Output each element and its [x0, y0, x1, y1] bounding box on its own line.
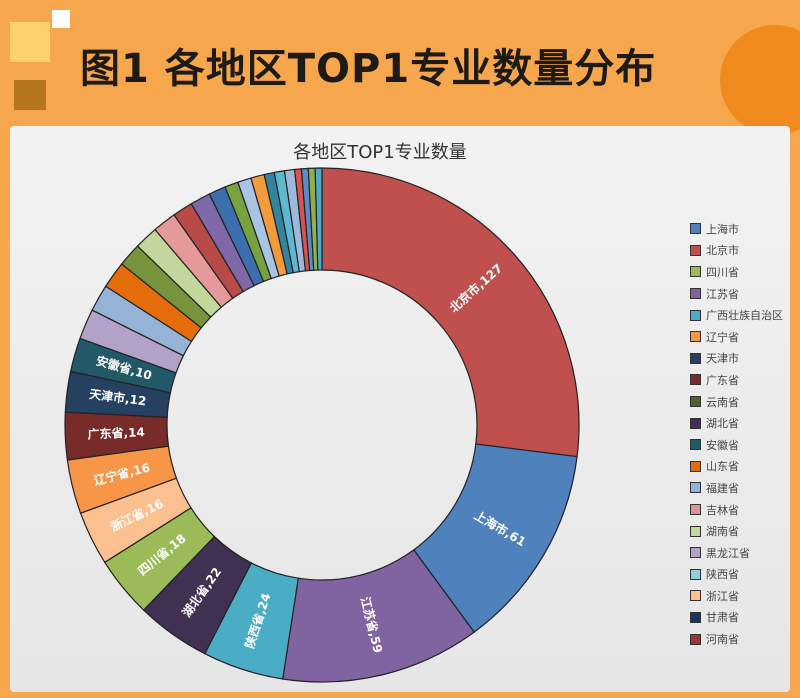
legend-swatch [690, 439, 701, 451]
legend-label: 江苏省 [706, 287, 739, 301]
legend-swatch [690, 309, 701, 321]
legend-item: 辽宁省 [690, 326, 783, 348]
legend-swatch [690, 525, 701, 537]
legend-item: 黑龙江省 [690, 542, 783, 564]
legend-swatch [690, 568, 701, 580]
data-label: 天津市,12 [89, 386, 148, 408]
legend-label: 陕西省 [706, 568, 739, 582]
data-label: 广东省,14 [87, 424, 145, 441]
legend-label: 云南省 [706, 395, 739, 409]
legend-item: 江苏省 [690, 283, 783, 305]
slice-other-29 [314, 167, 323, 271]
legend-label: 黑龙江省 [706, 546, 750, 560]
legend-swatch [690, 482, 701, 494]
legend-swatch [690, 611, 701, 623]
decor-square-yellow [10, 22, 50, 62]
legend-item: 福建省 [690, 477, 783, 499]
legend-swatch [690, 396, 701, 408]
legend-swatch [690, 244, 701, 256]
legend-label: 湖南省 [706, 525, 739, 539]
legend-item: 浙江省 [690, 585, 783, 607]
legend-swatch [690, 417, 701, 429]
legend-label: 吉林省 [706, 503, 739, 517]
legend-swatch [690, 266, 701, 278]
legend-item: 北京市 [690, 240, 783, 262]
legend-item: 吉林省 [690, 499, 783, 521]
legend-item: 上海市 [690, 218, 783, 240]
legend-item: 天津市 [690, 348, 783, 370]
legend-item: 广东省 [690, 369, 783, 391]
legend-label: 上海市 [706, 222, 739, 236]
legend-item: 湖南省 [690, 520, 783, 542]
legend-swatch [690, 352, 701, 364]
legend-label: 四川省 [706, 265, 739, 279]
legend-label: 安徽省 [706, 438, 739, 452]
legend-item: 河南省 [690, 628, 783, 650]
legend-label: 河南省 [706, 633, 739, 647]
legend-item: 广西壮族自治区 [690, 304, 783, 326]
legend-label: 北京市 [706, 244, 739, 258]
legend-label: 辽宁省 [706, 330, 739, 344]
legend-label: 浙江省 [706, 589, 739, 603]
legend-label: 福建省 [706, 481, 739, 495]
decor-square-brown [14, 80, 46, 110]
legend-item: 四川省 [690, 261, 783, 283]
legend-swatch [690, 223, 701, 235]
slice-北京市 [321, 167, 580, 458]
figure-title: 图1 各地区TOP1专业数量分布 [80, 46, 657, 92]
legend-label: 广东省 [706, 373, 739, 387]
legend-swatch [690, 547, 701, 559]
legend-swatch [690, 590, 701, 602]
legend-swatch [690, 374, 701, 386]
legend-label: 山东省 [706, 460, 739, 474]
legend-item: 安徽省 [690, 434, 783, 456]
legend-item: 甘肃省 [690, 607, 783, 629]
legend-item: 云南省 [690, 391, 783, 413]
legend-swatch [690, 331, 701, 343]
legend: 上海市北京市四川省江苏省广西壮族自治区 辽宁省天津市广东省云南省湖北省安徽省山东省… [690, 218, 783, 650]
legend-label: 天津市 [706, 352, 739, 366]
chart-title: 各地区TOP1专业数量 [293, 142, 466, 163]
legend-swatch [690, 504, 701, 516]
decor-orange-circle [720, 25, 800, 135]
legend-swatch [690, 460, 701, 472]
legend-swatch [690, 288, 701, 300]
legend-label: 广西壮族自治区 [706, 309, 783, 323]
legend-item: 陕西省 [690, 564, 783, 586]
legend-item: 湖北省 [690, 412, 783, 434]
legend-label: 甘肃省 [706, 611, 739, 625]
legend-swatch [690, 633, 701, 645]
legend-item: 山东省 [690, 456, 783, 478]
legend-label: 湖北省 [706, 417, 739, 431]
decor-square-white [52, 10, 70, 28]
